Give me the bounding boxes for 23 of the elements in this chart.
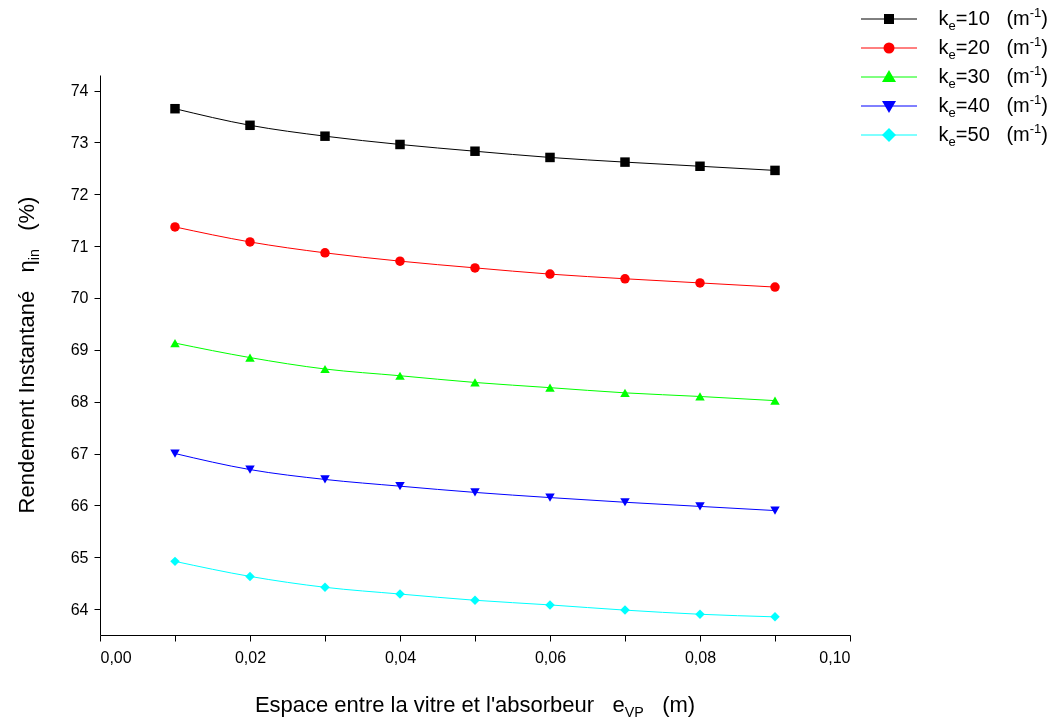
x-tick-label: 0,08 (684, 648, 717, 666)
legend-label: k$_{e}$=40 (m$^{-1}$) (938, 91, 1048, 120)
legend-label: k$_{e}$=10 (m$^{-1}$) (938, 4, 1048, 33)
y-tick-label: 69 (70, 341, 89, 359)
x-tick-label: 0,04 (384, 648, 417, 666)
y-tick-label: 70 (70, 289, 89, 307)
x-tick-label: 0,00 (100, 648, 132, 666)
y-tick-label: 65 (70, 548, 89, 566)
y-tick-label: 68 (70, 393, 89, 411)
y-tick-label: 72 (70, 185, 89, 203)
y-tick-label: 71 (70, 237, 89, 255)
legend-label: k$_{e}$=50 (m$^{-1}$) (938, 120, 1048, 149)
text: Espace entre la vitre et l'absorbeur e$_{VP}$ (m) (254, 692, 696, 721)
x-tick-label: 0,02 (234, 648, 267, 666)
y-tick-label: 66 (70, 496, 89, 514)
y-tick-label: 67 (70, 445, 89, 463)
legend-label: k$_{e}$=30 (m$^{-1}$) (938, 62, 1048, 91)
legend-label: k$_{e}$=20 (m$^{-1}$) (938, 33, 1048, 62)
y-tick-label: 73 (70, 133, 89, 151)
x-tick-label: 0,06 (534, 648, 567, 666)
y-tick-label: 64 (70, 600, 89, 618)
y-tick-label: 74 (70, 82, 89, 100)
x-tick-label: 0,10 (819, 648, 851, 666)
